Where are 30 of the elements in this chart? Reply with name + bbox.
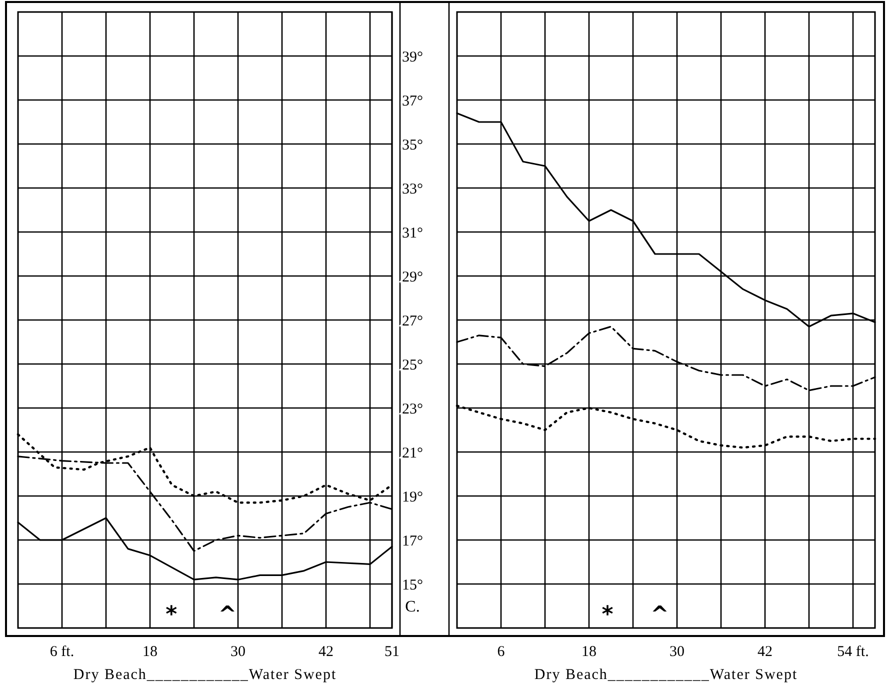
x-tick-label: 51 (384, 644, 400, 660)
y-tick-label: 31° (402, 225, 423, 242)
x-tick-label: 30 (230, 644, 246, 660)
y-tick-label: 25° (402, 357, 423, 374)
annotation: ^ (218, 602, 237, 628)
x-tick-label: 6 ft. (50, 644, 74, 660)
y-tick-label: 37° (402, 93, 423, 110)
x-tick-label: 42 (758, 644, 772, 660)
x-tick-label: 42 (318, 644, 334, 660)
x-axis-title: Dry Beach____________Water Swept (73, 667, 337, 683)
y-tick-label: 29° (402, 269, 423, 286)
x-tick-label: 54 ft. (837, 644, 869, 660)
y-tick-label: 23° (402, 401, 423, 418)
y-axis-title: C. (405, 598, 420, 616)
annotation: * (602, 602, 614, 628)
y-tick-label: 21° (402, 445, 423, 462)
y-tick-label: 27° (402, 313, 423, 330)
annotation: * (166, 602, 178, 628)
x-tick-label: 18 (582, 644, 596, 660)
x-tick-label: 30 (670, 644, 684, 660)
y-tick-label: 33° (402, 181, 423, 198)
x-tick-label: 18 (142, 644, 158, 660)
y-tick-label: 39° (402, 49, 423, 66)
y-tick-label: 35° (402, 137, 423, 154)
y-tick-label: 15° (402, 577, 423, 594)
y-tick-label: 17° (402, 533, 423, 550)
y-tick-label: 19° (402, 489, 423, 506)
annotation: ^ (650, 602, 669, 628)
x-tick-label: 6 (497, 644, 506, 660)
x-axis-title: Dry Beach____________Water Swept (534, 667, 798, 683)
